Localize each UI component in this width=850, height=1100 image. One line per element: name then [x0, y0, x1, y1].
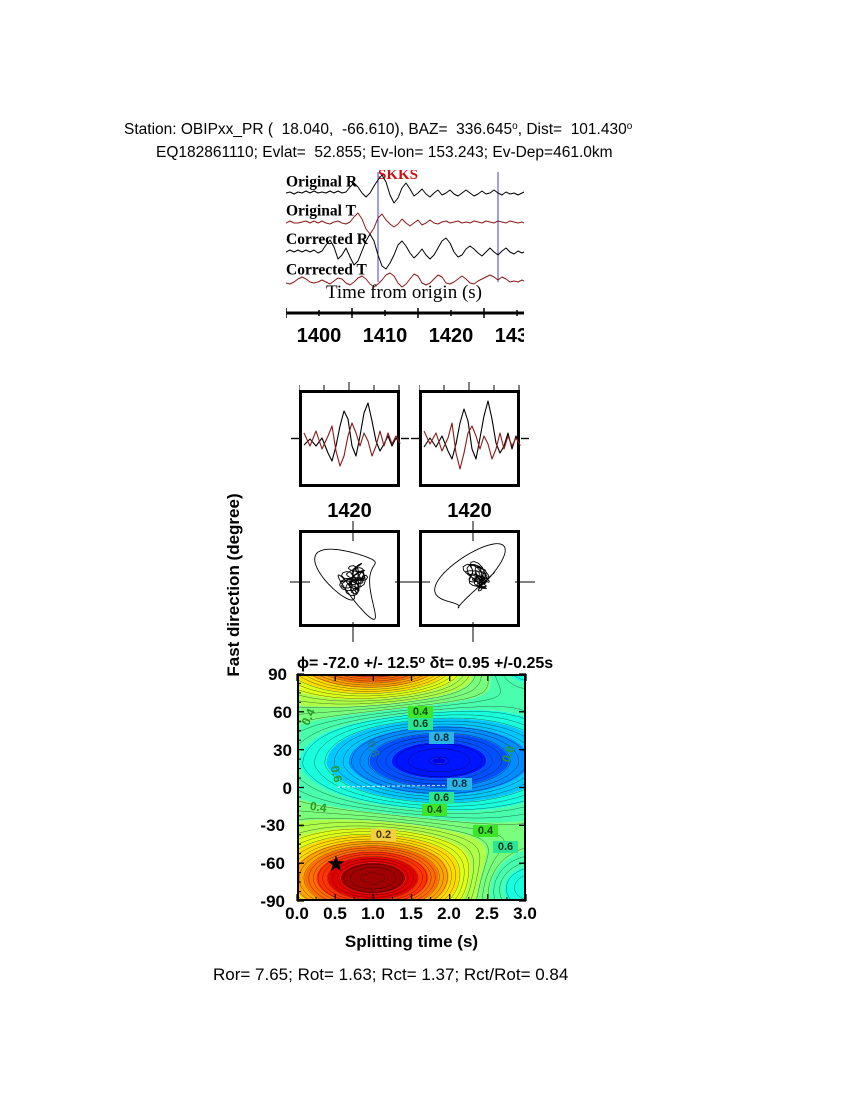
svg-text:★: ★ — [326, 851, 346, 876]
svg-text:Corrected R: Corrected R — [286, 231, 369, 248]
svg-text:Time from origin (s): Time from origin (s) — [326, 282, 482, 303]
svg-text:1400: 1400 — [297, 325, 342, 345]
svg-text:SKKS: SKKS — [378, 170, 418, 183]
svg-text:1410: 1410 — [363, 325, 408, 345]
svg-text:Original R: Original R — [286, 174, 358, 191]
svg-text:Original T: Original T — [286, 202, 357, 219]
svg-text:1430: 1430 — [495, 325, 524, 345]
svg-text:1420: 1420 — [429, 325, 474, 345]
